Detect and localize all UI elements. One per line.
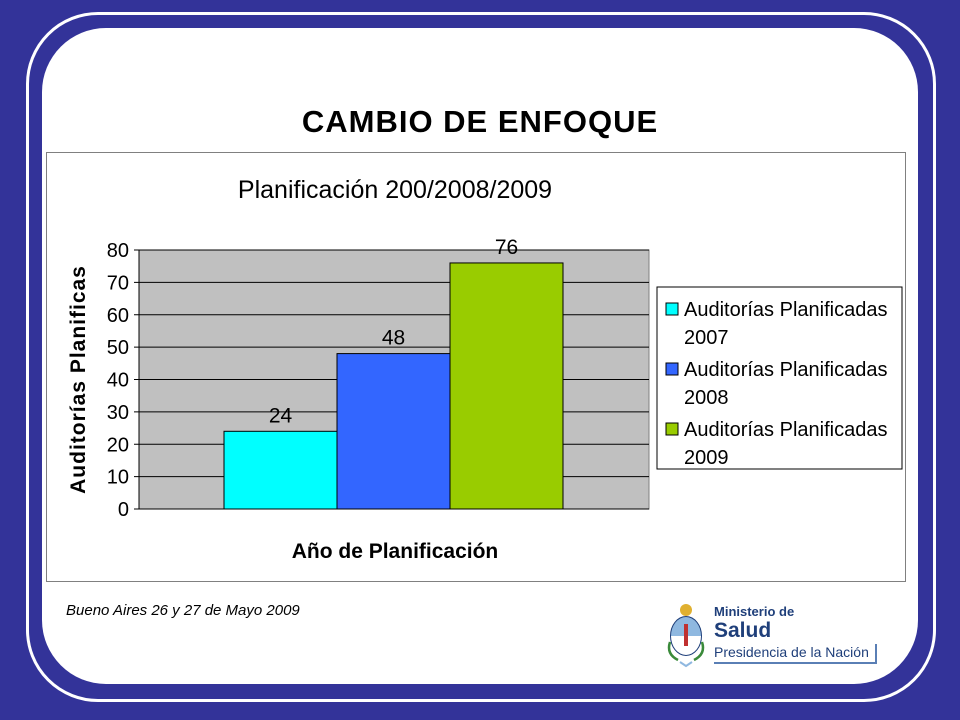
logo-line-presidencia: Presidencia de la Nación (714, 644, 877, 664)
legend-label-2-line1: Auditorías Planificadas (684, 359, 887, 381)
bar-1 (223, 430, 338, 510)
legend-label-1-line2: 2007 (684, 327, 729, 349)
logo-line-salud: Salud (714, 619, 772, 642)
slide-title: CAMBIO DE ENFOQUE (301, 104, 659, 139)
y-tick-label: 40 (107, 370, 129, 392)
y-tick-label: 50 (107, 337, 129, 359)
chart-container: Planificación 200/2008/2009 0 10 20 30 40 50 60… (46, 152, 906, 582)
legend-swatch-1 (665, 302, 679, 316)
y-tick-label: 70 (107, 272, 129, 294)
bar-3 (449, 262, 564, 510)
legend-swatch-3 (665, 422, 679, 436)
footer-date: Bueno Aires 26 y 27 de Mayo 2009 (66, 602, 300, 619)
legend-label-2-line2: 2008 (684, 387, 729, 409)
y-tick-label: 80 (107, 240, 129, 262)
y-tick-label: 20 (107, 434, 129, 456)
bar-2 (336, 353, 451, 510)
coat-of-arms-icon (667, 604, 705, 668)
slide-frame (26, 12, 936, 702)
legend-label-1-line1: Auditorías Planificadas (684, 299, 887, 321)
ministerio-salud-logo: Ministerio de Salud Presidencia de la Na… (664, 602, 884, 668)
data-label-3: 76 (495, 236, 518, 259)
data-label-2: 48 (382, 327, 405, 350)
legend-swatch-2 (665, 362, 679, 376)
y-tick-label: 30 (107, 402, 129, 424)
y-axis-label: Auditorías Planificas (67, 265, 90, 494)
x-axis-label: Año de Planificación (292, 540, 499, 563)
bar-chart: Planificación 200/2008/2009 0 10 20 30 40 50 60… (67, 176, 903, 563)
data-label-1: 24 (269, 404, 293, 427)
y-tick-label: 10 (107, 467, 129, 489)
y-tick-label: 0 (118, 499, 129, 521)
legend-label-3-line1: Auditorías Planificadas (684, 419, 887, 441)
legend-label-3-line2: 2009 (684, 447, 729, 469)
chart-title: Planificación 200/2008/2009 (238, 176, 552, 204)
y-tick-label: 60 (107, 305, 129, 327)
legend-box (656, 286, 903, 470)
logo-line-ministerio: Ministerio de (714, 604, 795, 619)
